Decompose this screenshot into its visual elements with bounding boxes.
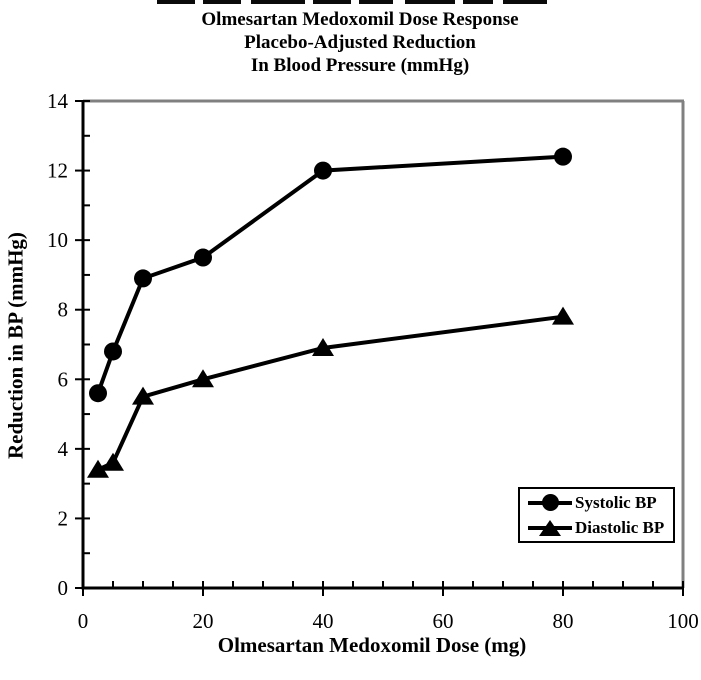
chart-title: Olmesartan Medoxomil Dose Response Place… <box>30 8 690 77</box>
legend-label-diastolic: Diastolic BP <box>575 518 665 537</box>
legend-entry-systolic: Systolic BP <box>528 493 673 513</box>
diastolic-bp-point <box>87 459 109 478</box>
x-tick-label: 100 <box>667 609 699 633</box>
y-tick-label: 2 <box>58 506 69 530</box>
systolic-bp-point <box>89 384 107 403</box>
legend-entry-diastolic: Diastolic BP <box>528 518 673 538</box>
y-tick-label: 6 <box>58 367 69 391</box>
cropped-text-artifact <box>153 0 568 4</box>
y-tick-label: 10 <box>47 228 68 252</box>
x-tick-label: 40 <box>313 609 334 633</box>
chart-title-line-3: In Blood Pressure (mmHg) <box>250 55 470 76</box>
legend-box: Systolic BP Diastolic BP <box>518 487 675 543</box>
y-tick-label: 8 <box>58 298 69 322</box>
systolic-bp-point <box>554 147 572 166</box>
diastolic-bp-point <box>132 386 154 405</box>
chart-title-line-1: Olmesartan Medoxomil Dose Response <box>201 9 519 30</box>
systolic-bp-point <box>134 269 152 288</box>
triangle-marker-icon <box>528 518 572 538</box>
chart-title-line-2: Placebo-Adjusted Reduction <box>244 32 476 53</box>
y-tick-label: 0 <box>58 576 69 600</box>
circle-marker-icon <box>528 493 572 513</box>
systolic-bp-point <box>314 161 332 180</box>
x-tick-label: 60 <box>433 609 454 633</box>
x-tick-label: 0 <box>78 609 89 633</box>
x-axis-title: Olmesartan Medoxomil Dose (mg) <box>217 633 527 657</box>
x-tick-label: 80 <box>553 609 574 633</box>
diastolic-bp-point <box>102 452 124 471</box>
systolic-bp-point <box>194 248 212 267</box>
diastolic-bp-point <box>312 337 334 356</box>
y-tick-label: 12 <box>47 159 68 183</box>
y-tick-label: 4 <box>58 437 69 461</box>
diastolic-bp-line <box>97 314 564 472</box>
systolic-bp-line <box>96 154 564 394</box>
diastolic-bp-point <box>192 369 214 388</box>
diastolic-bp-point <box>552 306 574 325</box>
legend-label-systolic: Systolic BP <box>575 493 657 512</box>
x-tick-label: 20 <box>193 609 214 633</box>
y-tick-label: 14 <box>47 89 69 113</box>
systolic-bp-point <box>104 342 122 361</box>
